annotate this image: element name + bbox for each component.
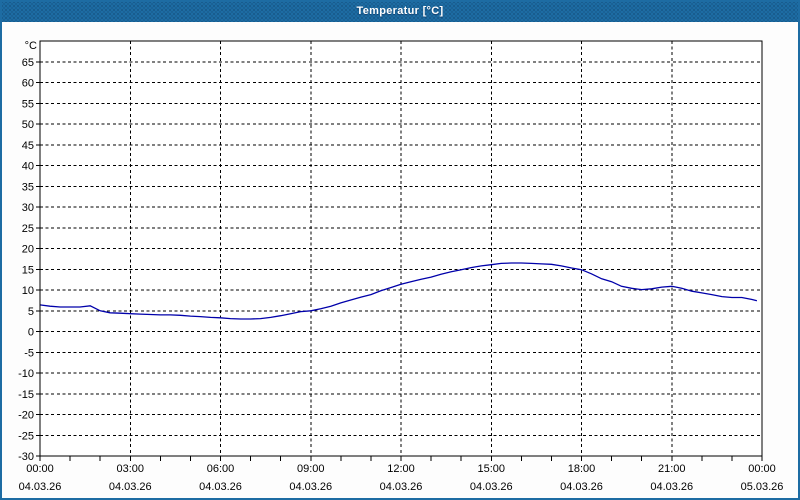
x-tick-time-label: 03:00 [116, 463, 144, 475]
y-tick-label: -10 [18, 368, 34, 380]
y-tick-label: 20 [22, 244, 34, 256]
y-tick-label: 10 [22, 285, 34, 297]
window-titlebar: Temperatur [°C] [0, 0, 800, 22]
x-tick-time-label: 21:00 [658, 463, 686, 475]
x-tick-time-label: 15:00 [477, 463, 505, 475]
x-tick-time-label: 09:00 [297, 463, 325, 475]
plot-border [39, 40, 763, 457]
x-tick-time-label: 18:00 [568, 463, 596, 475]
y-tick-label: -15 [18, 389, 34, 401]
y-tick-label: 0 [28, 327, 34, 339]
x-tick-time-label: 00:00 [26, 463, 54, 475]
y-tick-label: 55 [22, 98, 34, 110]
temperature-line [39, 262, 758, 320]
x-tick-time-label: 00:00 [748, 463, 776, 475]
x-tick-time-label: 12:00 [387, 463, 415, 475]
x-tick-date-label: 04.03.26 [199, 481, 242, 493]
y-tick-label: 40 [22, 161, 34, 173]
y-tick-label: 45 [22, 140, 34, 152]
y-tick-label: 65 [22, 57, 34, 69]
x-tick-date-label: 04.03.26 [560, 481, 603, 493]
y-tick-label: 5 [28, 306, 34, 318]
y-tick-label: 15 [22, 264, 34, 276]
y-tick-label: -30 [18, 451, 34, 463]
x-tick-time-label: 06:00 [207, 463, 235, 475]
x-tick-date-label: 04.03.26 [19, 481, 62, 493]
x-tick-date-label: 05.03.26 [741, 481, 784, 493]
x-tick-date-label: 04.03.26 [470, 481, 513, 493]
y-tick-label: 60 [22, 78, 34, 90]
y-tick-label: 25 [22, 223, 34, 235]
y-tick-label: 50 [22, 119, 34, 131]
x-tick-date-label: 04.03.26 [380, 481, 423, 493]
y-tick-label: -25 [18, 430, 34, 442]
y-axis-unit-label: °C [25, 40, 37, 52]
x-tick-date-label: 04.03.26 [109, 481, 152, 493]
window-title: Temperatur [°C] [356, 5, 444, 17]
y-tick-label: -5 [24, 347, 34, 359]
x-tick-date-label: 04.03.26 [650, 481, 693, 493]
y-tick-label: 30 [22, 202, 34, 214]
y-tick-label: 35 [22, 181, 34, 193]
y-tick-label: -20 [18, 410, 34, 422]
temperature-chart-svg: 65605550454035302520151050-5-10-15-20-25… [18, 40, 784, 493]
x-tick-date-label: 04.03.26 [289, 481, 332, 493]
